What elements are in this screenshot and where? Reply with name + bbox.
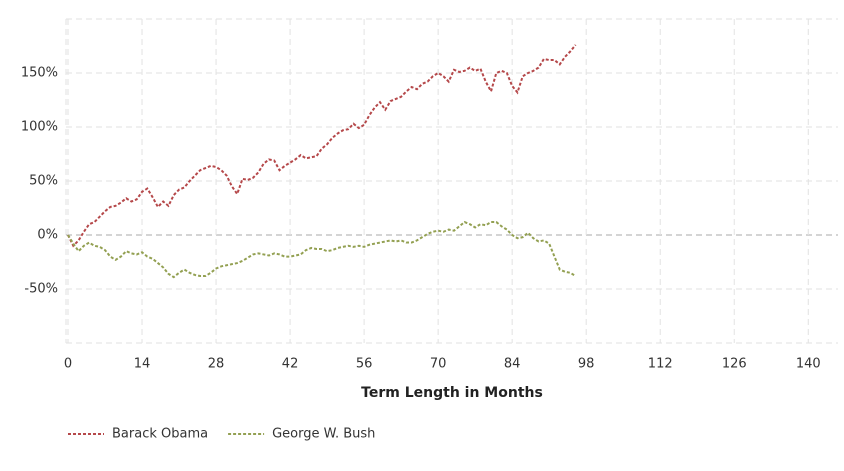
y-tick-label: -50%: [24, 282, 58, 297]
y-tick-label: 100%: [21, 120, 58, 135]
x-tick-label: 56: [356, 357, 373, 372]
x-tick-label: 126: [722, 357, 747, 372]
x-axis-title: Term Length in Months: [361, 385, 543, 401]
x-tick-label: 112: [648, 357, 673, 372]
y-tick-label: 150%: [21, 66, 58, 81]
x-tick-label: 70: [430, 357, 447, 372]
x-tick-label: 42: [282, 357, 299, 372]
legend-label: Barack Obama: [112, 427, 208, 442]
legend-label: George W. Bush: [272, 427, 375, 442]
x-tick-label: 140: [796, 357, 821, 372]
x-tick-label: 0: [64, 357, 72, 372]
y-tick-label: 50%: [29, 174, 58, 189]
x-tick-label: 28: [208, 357, 225, 372]
series-line: [67, 44, 577, 248]
series-line: [67, 220, 577, 279]
x-tick-label: 98: [578, 357, 595, 372]
y-tick-label: 0%: [37, 228, 58, 243]
x-tick-label: 14: [134, 357, 151, 372]
x-tick-label: 84: [504, 357, 521, 372]
